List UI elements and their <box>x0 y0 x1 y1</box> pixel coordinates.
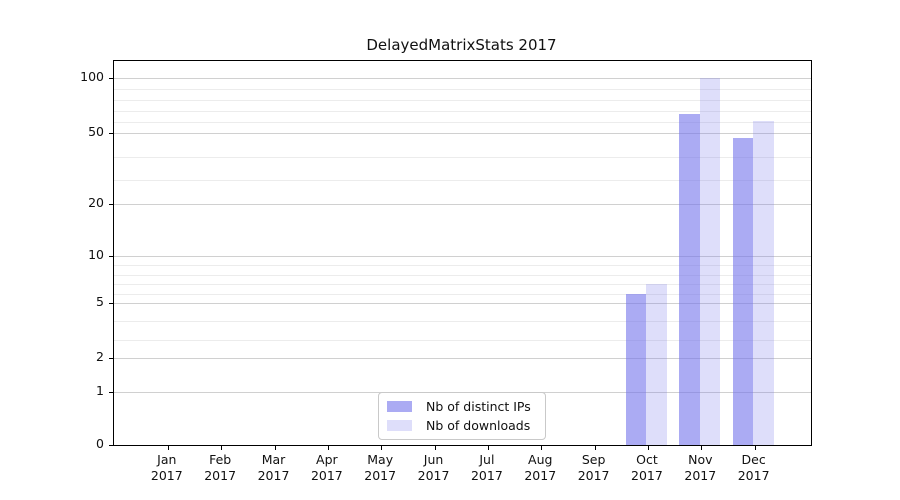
minor-gridline <box>114 284 811 286</box>
minor-gridline <box>114 339 811 341</box>
x-tick-mark <box>701 446 703 450</box>
minor-gridline <box>114 274 811 276</box>
y-tick-mark <box>109 358 113 359</box>
x-tick-label-jun: Jun 2017 <box>417 452 450 483</box>
x-tick-mark <box>327 446 329 450</box>
chart-title: DelayedMatrixStats 2017 <box>366 36 557 54</box>
bar-distinct-ips-dec <box>732 137 754 445</box>
minor-gridline <box>114 293 811 295</box>
minor-gridline <box>114 111 811 112</box>
y-tick-label: 2 <box>96 349 104 364</box>
y-tick-mark <box>109 133 113 134</box>
y-tick-label: 0 <box>96 436 104 451</box>
x-tick-label-sep: Sep 2017 <box>577 452 610 483</box>
x-tick-mark <box>274 446 276 450</box>
x-tick-label-feb: Feb 2017 <box>204 452 237 483</box>
x-tick-mark <box>754 446 756 450</box>
legend-item-downloads: Nb of downloads <box>379 418 545 433</box>
x-tick-label-mar: Mar 2017 <box>257 452 290 483</box>
y-tick-mark <box>109 392 113 393</box>
minor-gridline <box>114 122 811 123</box>
y-tick-mark <box>109 303 113 304</box>
x-tick-mark <box>594 446 596 450</box>
y-tick-label: 1 <box>96 383 104 398</box>
y-tick-label: 50 <box>88 124 104 139</box>
minor-gridline <box>114 321 811 323</box>
x-tick-mark <box>381 446 383 450</box>
legend-label-distinct-ips: Nb of distinct IPs <box>426 399 531 414</box>
x-tick-mark <box>541 446 543 450</box>
x-tick-label-jul: Jul 2017 <box>470 452 503 483</box>
legend-swatch-downloads <box>387 420 412 431</box>
x-tick-mark <box>167 446 169 450</box>
major-gridline <box>114 303 811 304</box>
x-tick-label-may: May 2017 <box>364 452 397 483</box>
y-tick-label: 10 <box>88 247 104 262</box>
minor-gridline <box>114 156 811 158</box>
y-tick-mark <box>109 78 113 79</box>
x-tick-mark <box>647 446 649 450</box>
x-tick-label-oct: Oct 2017 <box>631 452 663 483</box>
major-gridline <box>114 133 811 134</box>
major-gridline <box>114 78 811 79</box>
plot-area: Nb of distinct IPs Nb of downloads <box>109 60 812 450</box>
minor-gridline <box>114 180 811 182</box>
y-axis-labels: 0 1 2 5 10 20 50 100 <box>0 0 104 500</box>
legend-swatch-distinct-ips <box>387 401 412 412</box>
y-tick-label: 5 <box>96 294 104 309</box>
legend-label-downloads: Nb of downloads <box>426 418 531 433</box>
legend-item-distinct-ips: Nb of distinct IPs <box>379 399 545 414</box>
y-tick-mark <box>109 204 113 205</box>
minor-gridline <box>114 265 811 267</box>
y-tick-mark <box>109 256 113 257</box>
major-gridline <box>114 256 811 257</box>
bar-downloads-nov <box>699 78 721 445</box>
x-tick-label-apr: Apr 2017 <box>310 452 343 483</box>
minor-gridline <box>114 100 811 101</box>
major-gridline <box>114 358 811 359</box>
x-tick-label-nov: Nov 2017 <box>684 452 717 483</box>
bar-distinct-ips-oct <box>625 293 647 445</box>
x-tick-label-dec: Dec 2017 <box>737 452 770 483</box>
minor-gridline <box>114 89 811 90</box>
bar-distinct-ips-nov <box>679 114 700 445</box>
x-tick-mark <box>434 446 436 450</box>
x-tick-mark <box>487 446 489 450</box>
y-tick-mark <box>109 445 113 446</box>
y-tick-label: 20 <box>88 195 104 210</box>
legend: Nb of distinct IPs Nb of downloads <box>378 392 546 440</box>
y-tick-label: 100 <box>80 69 104 84</box>
x-tick-label-jan: Jan 2017 <box>150 452 183 483</box>
x-tick-label-aug: Aug 2017 <box>524 452 557 483</box>
x-tick-mark <box>221 446 223 450</box>
major-gridline <box>114 204 811 205</box>
bar-downloads-dec <box>753 120 774 445</box>
bar-downloads-oct <box>646 284 667 445</box>
